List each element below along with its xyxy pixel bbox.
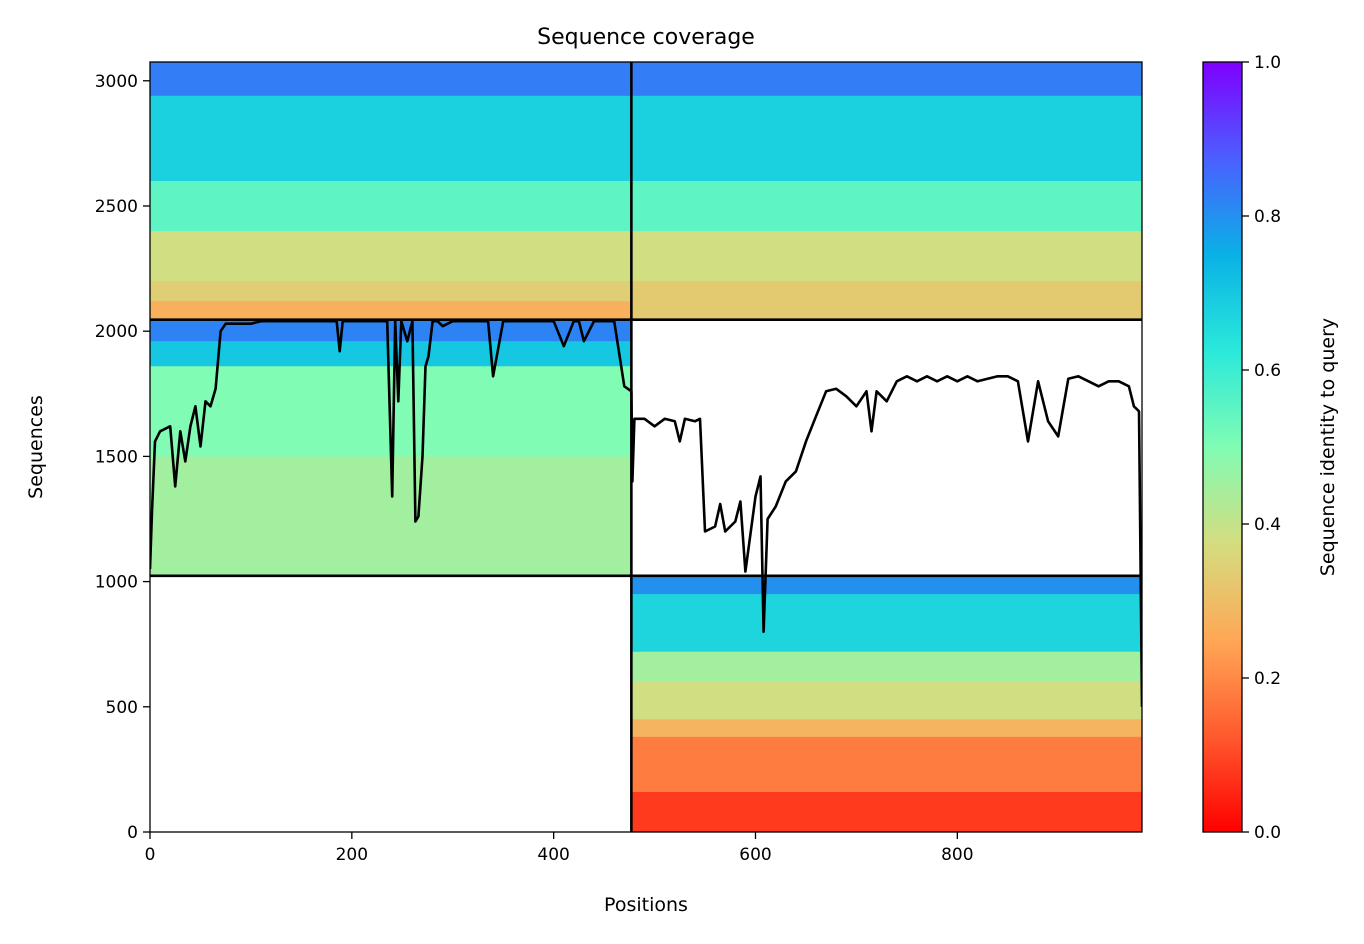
colorbar-tick-label: 0.4 — [1254, 515, 1281, 535]
identity-band — [150, 281, 632, 302]
identity-band — [631, 719, 1142, 738]
colorbar-tick-label: 1.0 — [1254, 53, 1281, 73]
x-axis-ticks: 0 200 400 600 800 — [145, 832, 974, 865]
identity-band — [150, 319, 632, 342]
y-axis-label: Sequences — [25, 395, 47, 499]
identity-band — [631, 681, 1142, 720]
colorbar-tick-label: 0.8 — [1254, 207, 1281, 227]
identity-band — [631, 575, 1142, 595]
coverage-block-bottom-right — [631, 575, 1142, 832]
y-tick-label: 1000 — [95, 573, 138, 593]
y-tick-label: 3000 — [95, 72, 138, 92]
identity-band — [150, 180, 632, 232]
x-tick-label: 0 — [145, 845, 156, 865]
plot-area — [150, 62, 1142, 832]
x-tick-label: 800 — [941, 845, 973, 865]
coverage-line — [150, 319, 1142, 707]
x-axis-label: Positions — [604, 894, 688, 916]
x-tick-label: 600 — [739, 845, 771, 865]
y-tick-label: 2500 — [95, 197, 138, 217]
identity-band — [150, 95, 632, 182]
y-tick-label: 500 — [106, 698, 138, 718]
identity-band — [631, 594, 1142, 653]
coverage-blocks — [150, 62, 1142, 832]
identity-band — [150, 301, 632, 321]
y-tick-label: 2000 — [95, 322, 138, 342]
identity-band — [631, 180, 1142, 232]
y-axis-ticks: 0 500 1000 1500 2000 2500 3000 — [95, 72, 150, 843]
identity-band — [631, 736, 1142, 793]
y-tick-label: 0 — [127, 823, 138, 843]
colorbar-tick-label: 0.6 — [1254, 361, 1281, 381]
x-tick-label: 200 — [336, 845, 368, 865]
identity-band — [631, 231, 1142, 282]
coverage-block-top-right — [631, 62, 1142, 321]
identity-band — [631, 651, 1142, 683]
colorbar-tick-label: 0.2 — [1254, 669, 1281, 689]
identity-band — [150, 341, 632, 367]
colorbar-tick-label: 0.0 — [1254, 823, 1281, 843]
plot-frame — [149, 61, 1143, 833]
identity-band — [150, 231, 632, 282]
identity-band — [631, 281, 1142, 321]
identity-band — [631, 62, 1142, 97]
identity-band — [150, 62, 632, 97]
coverage-block-top-left — [150, 62, 632, 321]
colorbar-ticks: 0.0 0.2 0.4 0.6 0.8 1.0 — [1242, 53, 1281, 843]
chart-title: Sequence coverage — [537, 25, 755, 50]
colorbar-label: Sequence identity to query — [1317, 318, 1339, 576]
x-tick-label: 400 — [537, 845, 569, 865]
identity-band — [631, 791, 1142, 832]
colorbar — [1202, 61, 1243, 833]
identity-band — [631, 95, 1142, 182]
y-tick-label: 1500 — [95, 447, 138, 467]
